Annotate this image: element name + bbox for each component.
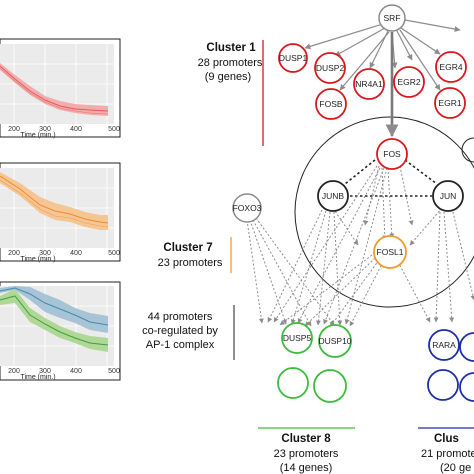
x-tick-label: 500 — [108, 126, 120, 133]
cluster-promoters: 23 promoters — [158, 257, 223, 269]
node-label: FOSB — [319, 99, 342, 109]
panel-blue-green: 200 300 400 500 Time (min.) — [0, 281, 121, 381]
node-egr2[interactable]: EGR2 — [393, 66, 425, 98]
cluster-1-nodes: DUSP1 DUSP2 NR4A1 EGR2 EGR4 FOSB EGR1 — [278, 43, 467, 120]
node-label: SRF — [384, 13, 401, 23]
node-label: NR4A1 — [355, 79, 383, 89]
series-line-upper — [0, 67, 109, 115]
node-foxo3[interactable]: FOXO3 — [232, 193, 262, 223]
x-tick-label: 300 — [39, 126, 51, 133]
x-axis-title: Time (min.) — [20, 374, 55, 381]
series-line — [0, 65, 109, 112]
node-label: DUSP1 — [279, 53, 308, 63]
node-dusp1[interactable]: DUSP1 — [278, 43, 308, 73]
ap1-line: 44 promoters — [148, 311, 213, 323]
cluster-right-label: Clus 21 promote (20 ge — [418, 427, 474, 474]
x-tick-label: 400 — [70, 250, 82, 257]
node-label: JUNB — [322, 191, 345, 201]
node-label: FOS — [383, 149, 401, 159]
node-label: JUN — [440, 191, 457, 201]
partial-node — [459, 332, 474, 362]
x-tick-label: 400 — [70, 368, 82, 375]
cluster-promoters: 23 promoters — [274, 448, 339, 460]
node-egr4[interactable]: EGR4 — [435, 51, 467, 83]
right-partial-node — [461, 137, 474, 163]
cluster-title: Cluster 7 — [163, 242, 212, 254]
node-label: DUSP2 — [316, 63, 345, 73]
cluster-title: Clus — [434, 433, 459, 445]
series-line-blue — [0, 287, 109, 326]
x-tick-label: 200 — [8, 250, 20, 257]
series-band-green — [0, 289, 108, 352]
cluster-genes: (9 genes) — [205, 71, 251, 83]
cluster-promoters: 28 promoters — [198, 57, 263, 69]
node-label: EGR2 — [397, 77, 420, 87]
srf-node[interactable]: SRF — [378, 4, 406, 32]
x-tick-label: 400 — [70, 126, 82, 133]
series-line-upper — [0, 179, 109, 228]
cluster-title: Cluster 8 — [281, 433, 331, 445]
panel-frame — [0, 162, 121, 262]
panel-red: 200 300 400 500 Time (min.) — [0, 38, 121, 139]
unlabeled-node[interactable] — [277, 367, 309, 399]
node-dusp5[interactable]: DUSP5 — [281, 322, 313, 354]
node-label: DUSP10 — [318, 336, 351, 346]
x-tick-label: 500 — [108, 368, 120, 375]
cluster-8-nodes: DUSP5 DUSP10 — [277, 322, 352, 403]
cluster-1-label: Cluster 1 28 promoters (9 genes) — [198, 40, 264, 146]
node-egr1[interactable]: EGR1 — [434, 87, 466, 119]
cluster-genes: (14 genes) — [280, 462, 333, 474]
cluster-genes: (20 ge — [440, 462, 471, 474]
panel-frame — [0, 281, 121, 381]
ap1-edges — [344, 159, 438, 197]
srf-edges — [304, 19, 461, 138]
ap1-line: AP-1 complex — [146, 339, 215, 351]
node-rara[interactable]: RARA — [428, 329, 460, 361]
node-fosb[interactable]: FOSB — [315, 88, 347, 120]
series-line-green — [0, 295, 109, 346]
cluster-title: Cluster 1 — [206, 42, 256, 54]
x-axis-title: Time (min.) — [20, 132, 55, 139]
partial-node — [459, 372, 474, 402]
cluster-promoters: 21 promote — [421, 448, 474, 460]
x-tick-label: 200 — [8, 368, 20, 375]
node-dusp2[interactable]: DUSP2 — [314, 52, 346, 84]
node-junb[interactable]: JUNB — [317, 180, 349, 212]
node-fos[interactable]: FOS — [376, 138, 408, 170]
unlabeled-node[interactable] — [427, 369, 459, 401]
node-label: FOXO3 — [233, 203, 262, 213]
node-nr4a1[interactable]: NR4A1 — [353, 68, 385, 100]
x-axis-title: Time (min.) — [20, 256, 55, 263]
series-line — [0, 175, 109, 224]
node-label: FOSL1 — [377, 247, 404, 257]
node-dusp10[interactable]: DUSP10 — [318, 324, 352, 358]
cluster-8-label: Cluster 8 23 promoters (14 genes) — [258, 427, 355, 474]
ap1-label: 44 promoters co-regulated by AP-1 comple… — [142, 305, 235, 360]
node-label: DUSP5 — [283, 333, 312, 343]
ap1-complex-circle — [294, 116, 474, 308]
unlabeled-node[interactable] — [313, 369, 347, 403]
ap1-line: co-regulated by — [142, 325, 218, 337]
node-label: EGR1 — [438, 98, 461, 108]
node-jun[interactable]: JUN — [432, 180, 464, 212]
panel-orange: 200 300 400 500 Time (min.) — [0, 162, 121, 263]
series-band-blue — [0, 286, 108, 333]
x-tick-label: 300 — [39, 368, 51, 375]
node-fosl1[interactable]: FOSL1 — [373, 235, 407, 269]
node-label: RARA — [432, 340, 456, 350]
right-cluster-nodes: RARA — [427, 329, 474, 402]
cluster-7-label: Cluster 7 23 promoters — [158, 237, 232, 273]
panel-frame — [0, 38, 121, 138]
node-label: EGR4 — [439, 62, 462, 72]
x-tick-label: 300 — [39, 250, 51, 257]
x-tick-label: 200 — [8, 126, 20, 133]
series-band — [0, 172, 108, 230]
regulatory-edges — [246, 165, 474, 328]
x-tick-label: 500 — [108, 250, 120, 257]
